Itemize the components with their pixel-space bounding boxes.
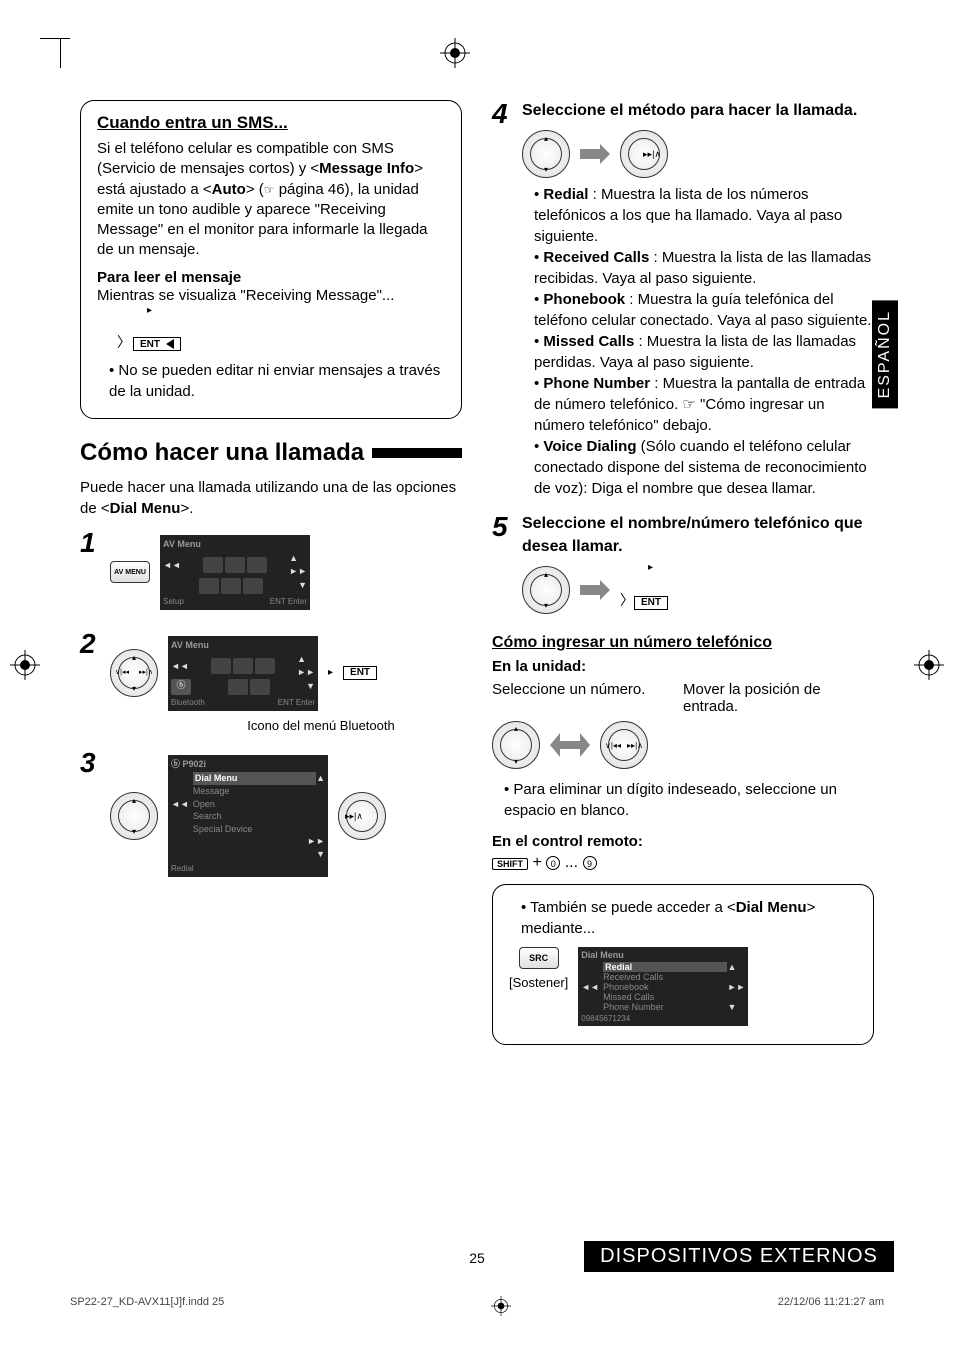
dial-left-right: ▸▸|∧ — [338, 792, 386, 840]
also-access-box: También se puede acceder a <Dial Menu> m… — [492, 884, 874, 1045]
enter-bullet: Para eliminar un dígito indeseado, selec… — [504, 779, 874, 821]
ent-button: ENT — [343, 666, 377, 680]
step4-item: Missed Calls : Muestra la lista de las l… — [534, 331, 874, 373]
col-r: Mover la posición de entrada. — [683, 681, 874, 715]
ent-button-graphic: ▸ 〉ENT — [117, 314, 445, 352]
right-column: 4 Seleccione el método para hacer la lla… — [492, 100, 874, 1292]
dial-up-down: ▴ ▾ — [110, 792, 158, 840]
dial-graphic: ▴ ▾ ∨|◂◂ ▸▸|∧ — [110, 649, 158, 697]
step-3: 3 ▴ ▾ ⓑ P902i ◄◄ Dial Menu Message — [80, 749, 462, 883]
step-num-3: 3 — [80, 749, 110, 777]
unit-hdr: En la unidad: — [492, 658, 874, 675]
step-num-4: 4 — [492, 100, 522, 128]
sms-box: Cuando entra un SMS... Si el teléfono ce… — [80, 100, 462, 419]
screen-dial-menu2: Dial Menu ◄◄ Redial Received Calls Phone… — [578, 947, 748, 1026]
col-l: Seleccione un número. — [492, 681, 683, 715]
dial-ud3: ▴▾ — [492, 721, 540, 769]
crop-mark — [60, 38, 61, 68]
step4-item: Phone Number : Muestra la pantalla de en… — [534, 373, 874, 436]
sms-box-title: Cuando entra un SMS... — [97, 113, 445, 133]
av-menu-button: AV MENU — [110, 561, 150, 583]
arrow-icon — [580, 580, 610, 600]
print-footer-right: 22/12/06 11:21:27 am — [778, 1296, 884, 1316]
dial-lr2: ∨|◂◂▸▸|∧ — [600, 721, 648, 769]
dial-ud2: ▴▾ — [522, 566, 570, 614]
footer-band: DISPOSITIVOS EXTERNOS — [584, 1241, 894, 1272]
registration-mark-right — [914, 650, 944, 685]
dial-lr: ▸▸|∧ — [620, 130, 668, 178]
double-arrow-icon — [550, 733, 590, 757]
step4-item: Received Calls : Muestra la lista de las… — [534, 247, 874, 289]
remote-hdr: En el control remoto: — [492, 833, 874, 850]
page-number: 25 — [469, 1250, 485, 1266]
print-footer-left: SP22-27_KD-AVX11[J]f.indd 25 — [70, 1296, 224, 1316]
also-line: También se puede acceder a <Dial Menu> m… — [521, 897, 857, 939]
sms-sub: Para leer el mensaje — [97, 269, 445, 286]
registration-mark-left — [10, 650, 40, 685]
left-column: Cuando entra un SMS... Si el teléfono ce… — [80, 100, 462, 1292]
dial-ud: ▴▾ — [522, 130, 570, 178]
step5-title: Seleccione el nombre/número telefónico q… — [522, 513, 874, 558]
enter-number-hdr: Cómo ingresar un número telefónico — [492, 634, 874, 652]
step4-item: Phonebook : Muestra la guía telefónica d… — [534, 289, 874, 331]
step-1: 1 AV MENU AV Menu ◄◄ ▲►► ▼ Set — [80, 529, 462, 616]
step-num-5: 5 — [492, 513, 522, 541]
step4-item: Voice Dialing (Sólo cuando el teléfono c… — [534, 436, 874, 499]
call-intro: Puede hacer una llamada utilizando una d… — [80, 477, 462, 519]
step-2: 2 ▴ ▾ ∨|◂◂ ▸▸|∧ AV Menu ◄◄ ▲►► — [80, 630, 462, 735]
sms-bullet: No se pueden editar ni enviar mensajes a… — [109, 360, 445, 402]
step4-title: Seleccione el método para hacer la llama… — [522, 100, 874, 122]
step-num-2: 2 — [80, 630, 110, 658]
registration-mark-bottom — [491, 1296, 511, 1316]
crop-mark — [40, 38, 70, 39]
step-5: 5 Seleccione el nombre/número telefónico… — [492, 513, 874, 620]
hold-label: [Sostener] — [509, 975, 568, 990]
step-num-1: 1 — [80, 529, 110, 557]
registration-mark-top — [440, 38, 470, 73]
screen-dial-menu: ⓑ P902i ◄◄ Dial Menu Message Open Search… — [168, 755, 328, 877]
sms-box-para: Si el teléfono celular es compatible con… — [97, 139, 445, 261]
ent-button-graphic: ▸ 〉ENT — [620, 569, 668, 611]
screen-av-menu-1: AV Menu ◄◄ ▲►► ▼ SetupENT Enter — [160, 535, 310, 610]
sms-sub-para: Mientras se visualiza "Receiving Message… — [97, 286, 445, 306]
step-4: 4 Seleccione el método para hacer la lla… — [492, 100, 874, 499]
step4-list: Redial : Muestra la lista de los números… — [522, 184, 874, 499]
src-button: SRC — [519, 947, 559, 969]
screen-av-menu-2: AV Menu ◄◄ ▲►► ⓑ ▼ BluetoothENT Enter — [168, 636, 318, 711]
page-content: Cuando entra un SMS... Si el teléfono ce… — [80, 100, 874, 1292]
language-tab: ESPAÑOL — [872, 300, 898, 408]
step4-item: Redial : Muestra la lista de los números… — [534, 184, 874, 247]
arrow-icon — [580, 144, 610, 164]
bt-caption: Icono del menú Bluetooth — [180, 717, 462, 735]
call-section-title: Cómo hacer una llamada — [80, 439, 462, 467]
remote-keys: SHIFT + 0 ... 9 — [492, 854, 874, 872]
print-footer: SP22-27_KD-AVX11[J]f.indd 25 22/12/06 11… — [70, 1296, 884, 1316]
